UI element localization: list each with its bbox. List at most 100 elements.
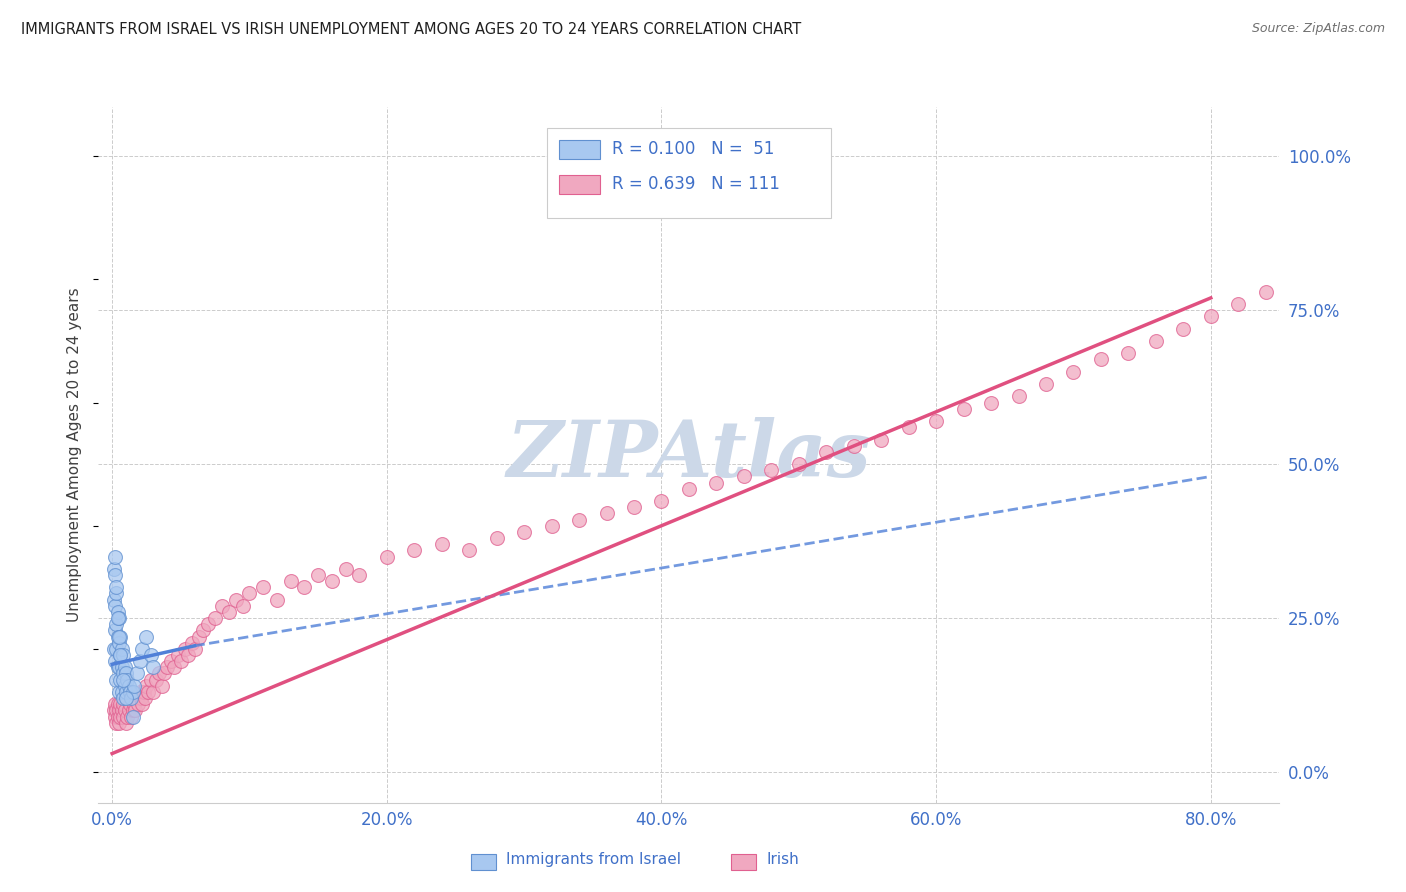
Point [232,599,254,613]
Point [108,685,131,699]
Point [678,482,700,496]
Point [150,679,173,693]
Point [107,709,129,723]
Point [112,673,135,687]
Point [870,433,893,447]
Point [1351,235,1374,250]
Point [112,648,135,662]
Point [112,698,135,712]
Point [131,698,153,712]
Point [142,685,165,699]
Point [110,673,132,687]
Point [110,709,132,723]
Point [125,691,148,706]
Point [107,698,129,712]
Point [105,617,128,632]
Point [104,599,127,613]
Point [294,580,316,594]
Bar [560,175,600,194]
Point [111,641,134,656]
Text: Source: ZipAtlas.com: Source: ZipAtlas.com [1251,22,1385,36]
Point [650,494,672,508]
Point [107,660,129,674]
Point [104,698,127,712]
Point [108,636,131,650]
Point [136,685,159,699]
Point [127,698,149,712]
Point [170,654,193,668]
Point [787,457,810,471]
Point [104,624,127,638]
Point [108,703,131,717]
Point [114,703,136,717]
Point [105,641,128,656]
Point [952,401,974,416]
Point [121,709,143,723]
Point [623,500,645,515]
Point [112,691,135,706]
Point [135,679,157,693]
Point [124,703,146,717]
Point [1337,248,1360,262]
Point [114,679,136,693]
Point [135,630,157,644]
Point [375,549,398,564]
Point [134,691,156,706]
Point [1227,297,1250,311]
Point [145,673,167,687]
Point [105,673,128,687]
Point [139,673,162,687]
Bar [560,140,600,159]
Point [167,648,190,662]
Point [204,611,226,625]
Point [142,660,165,674]
Point [107,630,129,644]
Point [108,660,131,674]
Point [108,611,131,625]
Point [110,648,132,662]
Point [120,691,142,706]
Point [111,703,134,717]
Point [183,641,205,656]
Point [349,568,371,582]
Point [107,611,129,625]
Point [1090,352,1112,367]
Point [458,543,481,558]
Text: R = 0.100   N =  51: R = 0.100 N = 51 [612,140,775,159]
Point [112,666,135,681]
Point [174,641,197,656]
Point [110,648,132,662]
Point [485,531,508,545]
Point [706,475,728,490]
Point [105,580,128,594]
Point [1062,365,1084,379]
Point [107,605,129,619]
Point [104,709,127,723]
Point [121,691,143,706]
Point [1007,389,1029,403]
Point [118,698,141,712]
Point [103,592,125,607]
Text: IMMIGRANTS FROM ISRAEL VS IRISH UNEMPLOYMENT AMONG AGES 20 TO 24 YEARS CORRELATI: IMMIGRANTS FROM ISRAEL VS IRISH UNEMPLOY… [21,22,801,37]
Point [815,445,838,459]
Point [1282,272,1305,286]
Point [1364,223,1386,237]
Point [118,685,141,699]
Point [225,592,247,607]
Point [131,641,153,656]
Point [105,586,128,600]
Point [117,679,139,693]
Point [117,703,139,717]
Point [148,666,170,681]
Point [842,439,865,453]
Point [280,574,302,589]
Point [1392,198,1406,212]
Point [761,463,783,477]
Point [238,586,260,600]
Point [321,574,343,589]
Point [103,641,125,656]
Point [430,537,453,551]
FancyBboxPatch shape [547,128,831,219]
Point [404,543,426,558]
Y-axis label: Unemployment Among Ages 20 to 24 years: Unemployment Among Ages 20 to 24 years [67,287,83,623]
